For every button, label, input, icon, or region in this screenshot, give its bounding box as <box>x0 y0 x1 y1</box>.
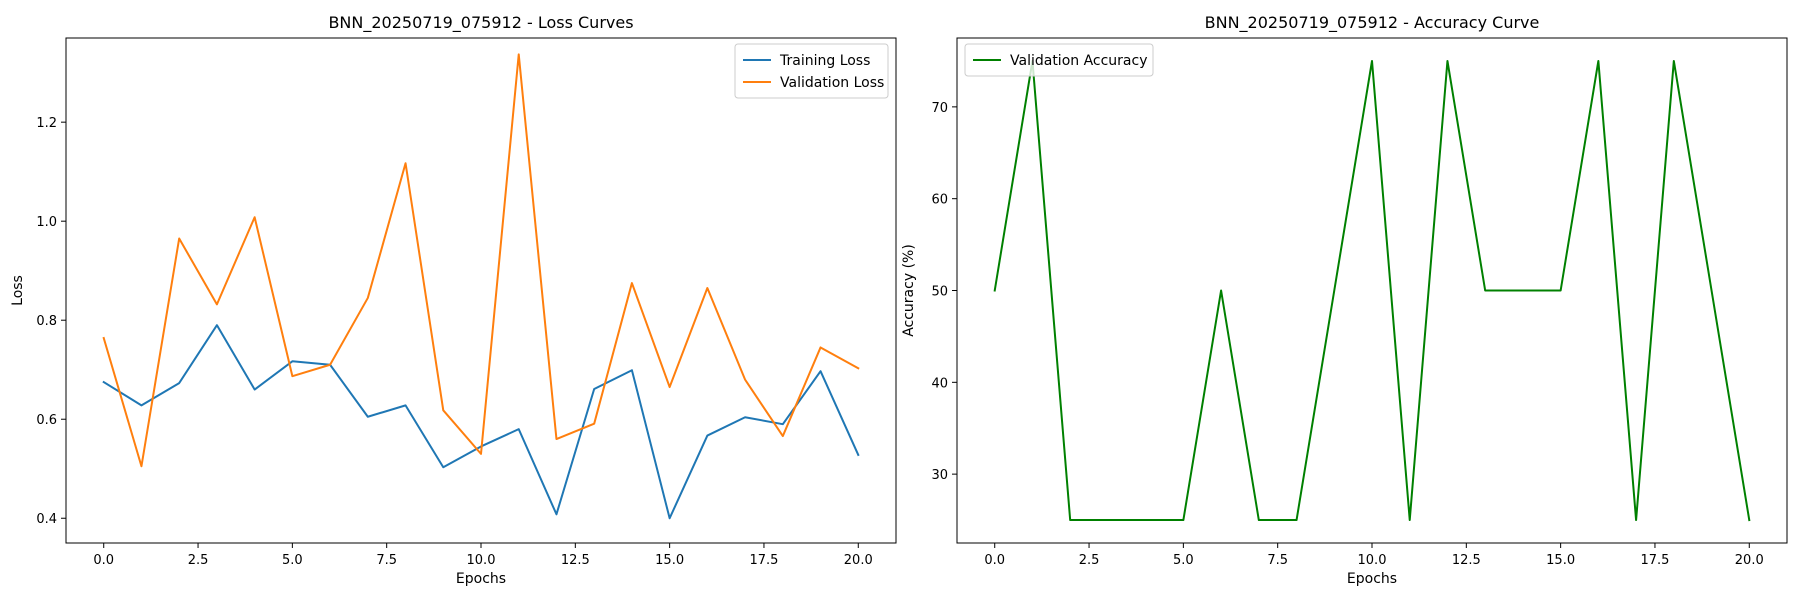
x-tick-label: 5.0 <box>1173 553 1194 568</box>
y-tick-label: 0.8 <box>36 314 57 329</box>
x-tick-label: 2.5 <box>188 553 209 568</box>
legend: Training Loss Validation Loss <box>734 43 889 99</box>
legend-box <box>734 43 889 99</box>
y-tick-label: 60 <box>931 193 948 208</box>
series-line-validation-loss <box>102 53 860 468</box>
x-tick-label: 0.0 <box>93 553 114 568</box>
chart-panel-2: 0.0 2.5 5.0 7.5 10.0 12.5 15.0 17.5 20.0 30 40 50 60… <box>901 13 1788 587</box>
y-tick-label: 50 <box>931 285 948 300</box>
x-axis-label: Epochs <box>1347 571 1397 587</box>
axes-frame <box>956 37 1788 544</box>
axes-frame <box>65 37 897 544</box>
y-axis-label: Loss <box>10 275 26 306</box>
y-tick-label: 70 <box>931 101 948 116</box>
x-tick-label: 17.5 <box>1640 553 1669 568</box>
y-tick-label: 40 <box>931 376 948 391</box>
x-tick-label: 10.0 <box>467 553 496 568</box>
x-tick-label: 10.0 <box>1358 553 1387 568</box>
legend: Validation Accuracy <box>964 43 1154 77</box>
x-tick-label: 17.5 <box>749 553 778 568</box>
x-tick-label: 7.5 <box>376 553 397 568</box>
y-tick-label: 1.2 <box>36 116 57 131</box>
chart-panel-1: 0.0 2.5 5.0 7.5 10.0 12.5 15.0 17.5 20.0 0.4 0.6 0.… <box>10 13 897 587</box>
y-tick-label: 0.4 <box>36 512 57 527</box>
x-tick-label: 12.5 <box>1452 553 1481 568</box>
series-line-validation-accuracy <box>993 59 1751 522</box>
legend-label-validation-accuracy: Validation Accuracy <box>1010 53 1148 69</box>
x-tick-label: 5.0 <box>282 553 303 568</box>
x-tick-label: 7.5 <box>1267 553 1288 568</box>
x-tick-label: 0.0 <box>984 553 1005 568</box>
chart-title: BNN_20250719_075912 - Accuracy Curve <box>1205 13 1540 33</box>
x-tick-label: 12.5 <box>561 553 590 568</box>
x-tick-label: 15.0 <box>1546 553 1575 568</box>
series-line-training-loss <box>102 324 860 520</box>
chart-title: BNN_20250719_075912 - Loss Curves <box>328 13 633 33</box>
y-axis-label: Accuracy (%) <box>901 244 917 337</box>
legend-label-training-loss: Training Loss <box>779 53 870 69</box>
x-tick-label: 20.0 <box>844 553 873 568</box>
x-axis-label: Epochs <box>456 571 506 587</box>
legend-label-validation-loss: Validation Loss <box>780 75 884 91</box>
y-tick-label: 0.6 <box>36 413 57 428</box>
y-tick-label: 30 <box>931 468 948 483</box>
x-tick-label: 20.0 <box>1735 553 1764 568</box>
y-tick-label: 1.0 <box>36 215 57 230</box>
x-tick-label: 2.5 <box>1079 553 1100 568</box>
legend-box <box>964 43 1154 77</box>
x-tick-label: 15.0 <box>655 553 684 568</box>
